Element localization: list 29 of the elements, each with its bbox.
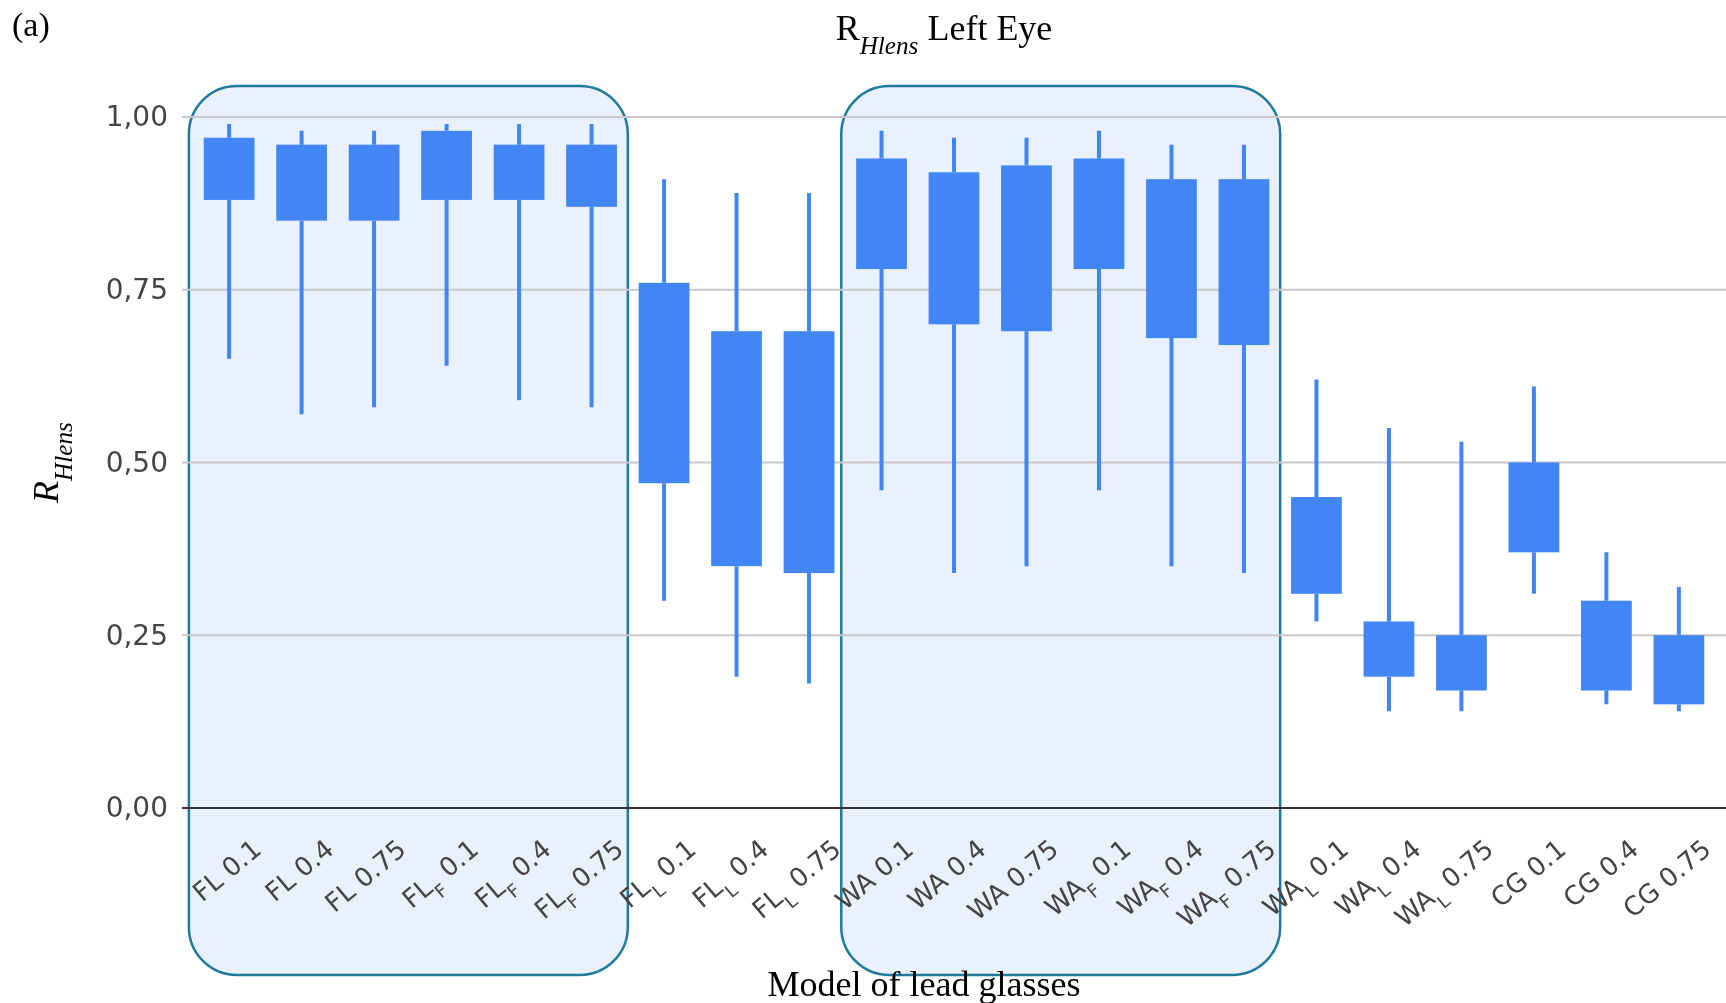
candlestick xyxy=(711,193,762,677)
candlestick xyxy=(856,130,907,491)
candlestick xyxy=(928,137,980,574)
y-tick-label: 0,75 xyxy=(105,273,168,307)
candlestick xyxy=(348,130,400,408)
text: (a) xyxy=(12,6,50,44)
candlestick xyxy=(1436,441,1487,712)
y-tick-label: 0,25 xyxy=(105,618,168,652)
candlestick xyxy=(421,123,472,366)
candlestick xyxy=(203,123,255,359)
candlestick xyxy=(1363,427,1415,712)
candlestick xyxy=(1073,130,1125,491)
candlestick xyxy=(1653,586,1705,712)
x-axis-title: Model of lead glasses xyxy=(767,964,1081,1003)
candlestick xyxy=(1291,379,1342,622)
candlestick xyxy=(1581,552,1632,705)
candlestick xyxy=(276,130,327,415)
candlestick xyxy=(493,123,545,401)
candlestick xyxy=(783,193,835,684)
y-tick-label: 1,00 xyxy=(105,100,168,134)
candlestick xyxy=(1508,386,1560,594)
candlestick xyxy=(1218,144,1270,574)
chart-title: R$_{Hlens}$ Left Eye xyxy=(835,8,1053,59)
candlestick xyxy=(638,179,690,601)
y-tick-label: 0,00 xyxy=(105,791,168,825)
y-tick-label: 0,50 xyxy=(105,445,168,479)
candlestick xyxy=(1146,144,1197,567)
candlestick xyxy=(1001,137,1052,567)
candlestick xyxy=(566,123,617,408)
